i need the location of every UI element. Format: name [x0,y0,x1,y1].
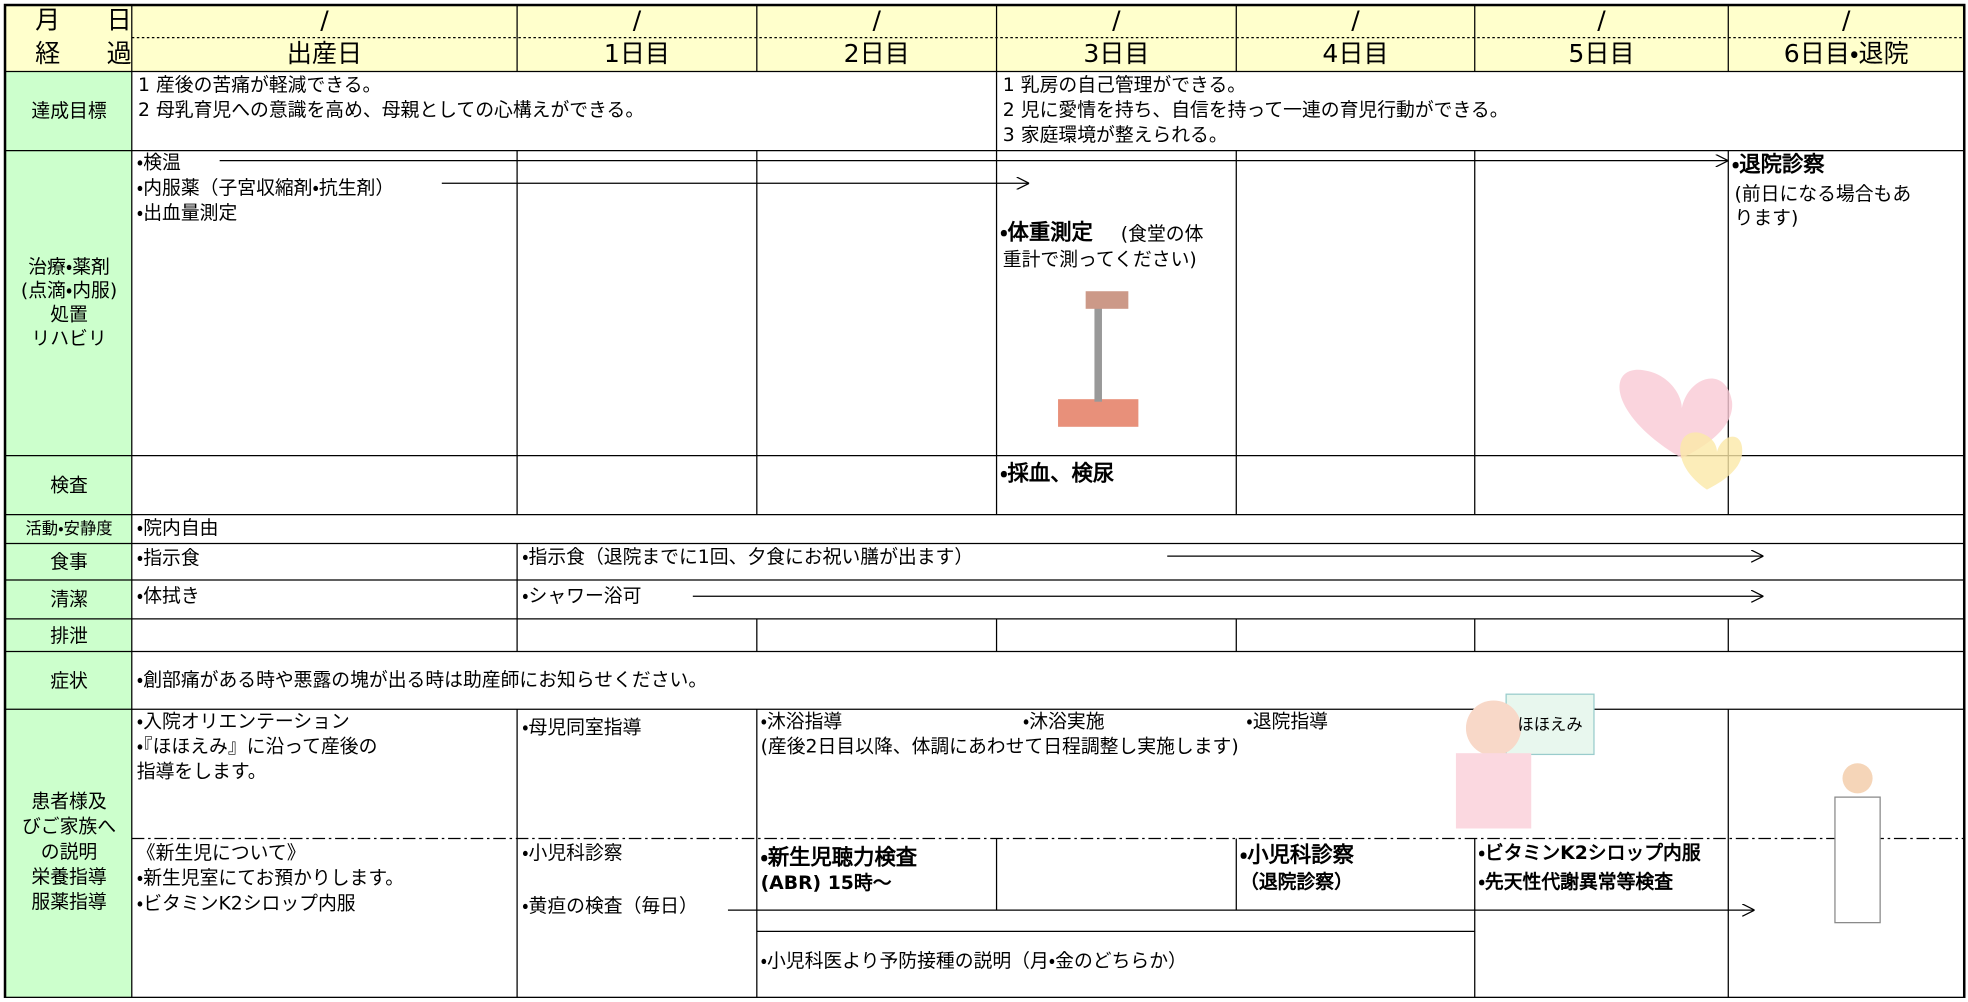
cell-text: ・内服薬（子宮収縮剤・抗生剤） [137,177,394,199]
cell-text: 重計で測ってください) [1003,248,1197,270]
row-label: 清潔 [50,589,88,611]
cell-title: ・新生児聴力検査 [761,846,918,871]
row-label: 患者様及 [31,791,106,813]
cell-text: ・小児科医より予防接種の説明（月・金のどちらか） [761,950,1187,972]
row-label: 処置 [50,304,88,326]
date-slash: / [320,5,329,34]
date-slash: / [1351,5,1360,34]
cell-text: ・母児同室指導 [522,717,641,739]
sign-text: ほほえみ [1517,715,1582,734]
cell-text: ります) [1735,208,1799,229]
cell-text: ・退院指導 [1246,710,1328,732]
row-label: 治療・薬剤 [28,256,110,278]
cell-text: (産後2日目以降、体調にあわせて日程調整し実施します) [761,735,1239,757]
cell-title: ・採血、検尿 [1000,461,1115,487]
header-bg [5,5,1965,72]
row-label: 排泄 [50,625,88,647]
cell-text: ・沐浴実施 [1023,710,1105,732]
row-label: びご家族へ [22,816,116,838]
row-label: リハビリ [31,327,106,349]
illustrations [1058,291,1881,924]
cell-text: ・検温 [137,152,181,174]
date-slash: / [1112,5,1121,34]
cell-text: ・黄疸の検査（毎日） [522,895,698,917]
goal: 2 母乳育児への意識を高め、母親としての心構えができる。 [138,99,644,121]
cell-text: (ABR) 15時〜 [761,872,892,894]
row-label: 栄養指導 [31,866,106,888]
row-label: 食事 [50,551,88,573]
cell-text: ・先天性代謝異常等検査 [1479,870,1674,893]
corner-bg [5,5,132,72]
row-label: (点滴・内服) [21,280,117,302]
goal: 2 児に愛情を持ち、自信を持って一連の育児行動ができる。 [1003,99,1509,121]
month-label: 月 [35,5,60,34]
date-slash: / [1842,5,1851,34]
cell-text: ・入院オリエンテーション [137,710,350,732]
cell-text: ・ビタミンK2シロップ内服 [137,892,356,914]
day-label: 日 [107,5,132,34]
cell-title: ・体重測定 [1000,220,1093,245]
row-label: 検査 [50,474,88,496]
goal: 1 乳房の自己管理ができる。 [1003,74,1246,96]
day-header: 3日目 [1083,39,1149,68]
day-header: 4日目 [1322,39,1388,68]
cell-title: ・小児科診察 [1240,842,1355,868]
cell-text: ・院内自由 [137,517,219,539]
cell-text: ・出血量測定 [137,202,238,224]
day-header: 5日目 [1568,39,1634,68]
cell-title: ・退院診察 [1732,152,1825,178]
row-label: 達成目標 [31,100,106,122]
cell-text: (前日になる場合もあ [1735,183,1912,205]
cell-text: ・小児科診察 [522,842,623,864]
cell-text: ・創部痛がある時や悪露の塊が出る時は助産師にお知らせください。 [137,669,707,691]
cell-text: (食堂の体 [1121,223,1204,245]
cell-text: ・シャワー浴可 [522,585,641,607]
cell-text: 《新生児について》 [137,842,306,864]
day-header: 2日目 [844,39,910,68]
day-header: 1日目 [604,39,670,68]
cell-text: ・指示食（退院までに1回、夕食にお祝い膳が出ます） [522,546,973,568]
cell-text: ・ビタミンK2シロップ内服 [1479,841,1701,864]
goal: 1 産後の苦痛が軽減できる。 [138,74,381,96]
row-label: 服薬指導 [31,891,106,913]
day-header: 出産日 [287,39,362,68]
label-bg [5,71,132,998]
date-slash: / [633,5,642,34]
date-slash: / [1597,5,1606,34]
day-header: 6日目・退院 [1784,39,1909,68]
date-slash: / [872,5,881,34]
cell-text: 指導をします。 [137,761,267,783]
cell-text: ・『ほほえみ』に沿って産後の [137,735,378,757]
cell-text: ・新生児室にてお預かりします。 [137,867,404,889]
course-label: 経 [35,39,60,68]
cell-text: ・体拭き [137,585,200,607]
cell-text: ・指示食 [137,547,200,569]
row-label: 活動・安静度 [26,519,113,538]
goal: 3 家庭環境が整えられる。 [1003,124,1228,146]
course-label: 過 [107,39,132,68]
cell-text: （退院診察） [1240,870,1353,893]
cell-text: ・沐浴指導 [761,710,843,732]
arrows [219,161,1764,910]
row-label: の説明 [41,841,97,863]
row-label: 症状 [50,670,88,692]
